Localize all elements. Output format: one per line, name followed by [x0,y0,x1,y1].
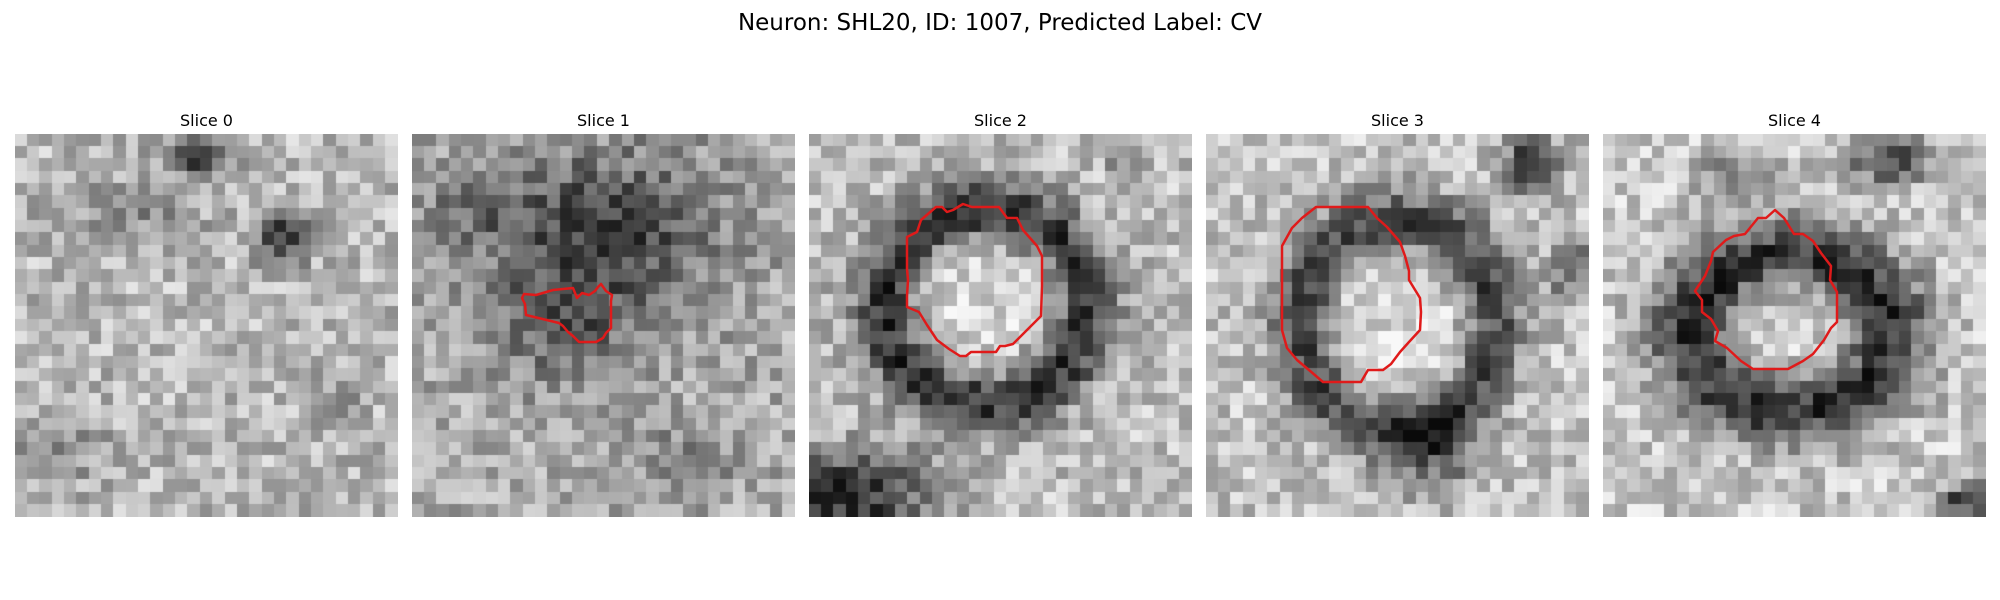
microscopy-image [809,134,1192,517]
slice-title: Slice 0 [180,111,233,130]
slice-panel-2: Slice 2 [809,108,1192,517]
microscopy-image [15,134,398,517]
slice-panel-3: Slice 3 [1206,108,1589,517]
figure-title: Neuron: SHL20, ID: 1007, Predicted Label… [737,10,1263,36]
slice-title: Slice 4 [1768,111,1821,130]
microscopy-image [1603,134,1986,517]
slice-title: Slice 3 [1371,111,1424,130]
slice-title: Slice 1 [577,111,630,130]
microscopy-image [1206,134,1589,517]
microscopy-image [412,134,795,517]
slice-panel-1: Slice 1 [412,108,795,517]
slice-title: Slice 2 [974,111,1027,130]
slice-panel-0: Slice 0 [15,108,398,517]
slice-panel-4: Slice 4 [1603,108,1986,517]
